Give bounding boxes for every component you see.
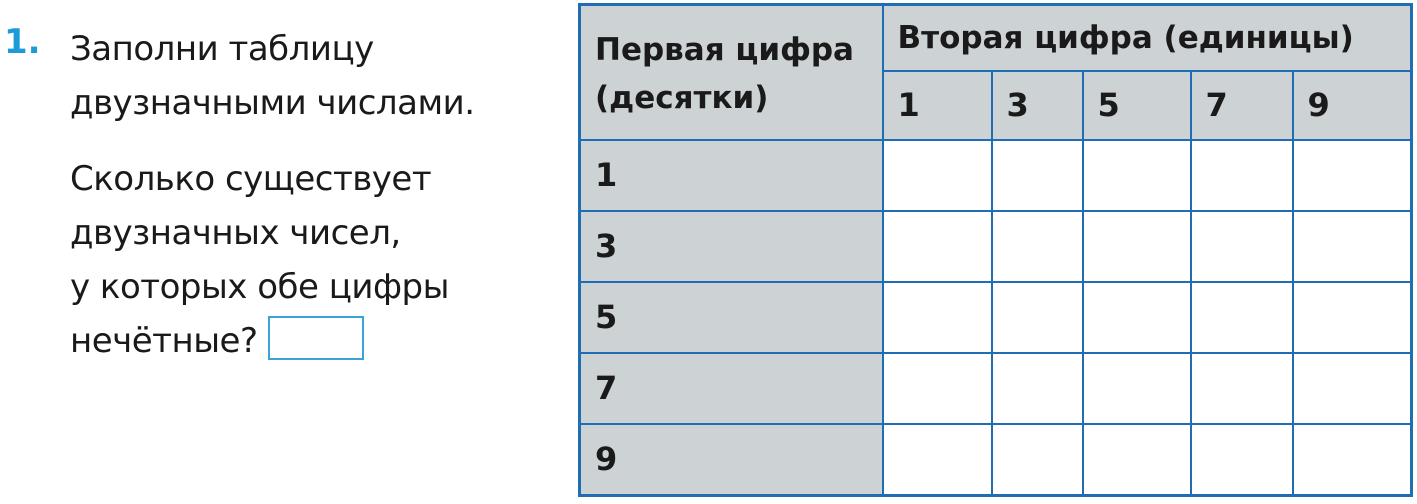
row-header-line: Первая цифра [595,32,854,68]
answer-cell[interactable] [990,209,1084,283]
answer-cell[interactable] [1291,351,1413,425]
answer-cell[interactable] [1189,209,1294,283]
answer-cell[interactable] [881,351,993,425]
column-label: 3 [990,69,1084,141]
row-label: 9 [578,422,884,496]
task-text: Заполни таблицу двузначными числами. Ско… [70,22,475,368]
answer-cell[interactable] [1081,280,1192,354]
question-line: Сколько существует [70,159,432,199]
answer-box[interactable] [267,316,364,360]
row-header: Первая цифра (десятки) [578,3,884,141]
number-table: Первая цифра (десятки) Вторая цифра (един… [578,3,1413,497]
table-row: 5 [578,280,1413,354]
column-label: 5 [1081,69,1192,141]
answer-cell[interactable] [1081,422,1192,496]
answer-cell[interactable] [1291,422,1413,496]
task-number: 1. [4,22,41,62]
answer-cell[interactable] [990,422,1084,496]
row-label: 7 [578,351,884,425]
question-line: у которых обе цифры [70,267,449,307]
table-row: 7 [578,351,1413,425]
table-row: 1 [578,138,1413,212]
answer-cell[interactable] [990,138,1084,212]
column-label: 1 [881,69,993,141]
question-line: нечётные? [70,314,475,368]
row-header-line: (десятки) [595,80,769,116]
answer-cell[interactable] [1189,280,1294,354]
table-row: 9 [578,422,1413,496]
answer-cell[interactable] [881,138,993,212]
column-label: 9 [1291,69,1413,141]
answer-cell[interactable] [1291,209,1413,283]
answer-cell[interactable] [1291,138,1413,212]
answer-cell[interactable] [990,280,1084,354]
instruction-line: Заполни таблицу [70,29,374,69]
question-last: нечётные? [70,321,258,361]
answer-cell[interactable] [881,280,993,354]
answer-cell[interactable] [881,422,993,496]
answer-cell[interactable] [1291,280,1413,354]
row-label: 1 [578,138,884,212]
row-label: 3 [578,209,884,283]
answer-cell[interactable] [881,209,993,283]
answer-cell[interactable] [1081,138,1192,212]
answer-cell[interactable] [1081,209,1192,283]
column-header: Вторая цифра (единицы) [881,3,1413,72]
row-label: 5 [578,280,884,354]
column-label: 7 [1189,69,1294,141]
answer-cell[interactable] [1189,138,1294,212]
answer-cell[interactable] [1189,351,1294,425]
answer-cell[interactable] [1189,422,1294,496]
instruction-line: двузначными числами. [70,83,475,123]
answer-cell[interactable] [1081,351,1192,425]
question-line: двузначных чисел, [70,213,401,253]
answer-cell[interactable] [990,351,1084,425]
table-row: 3 [578,209,1413,283]
